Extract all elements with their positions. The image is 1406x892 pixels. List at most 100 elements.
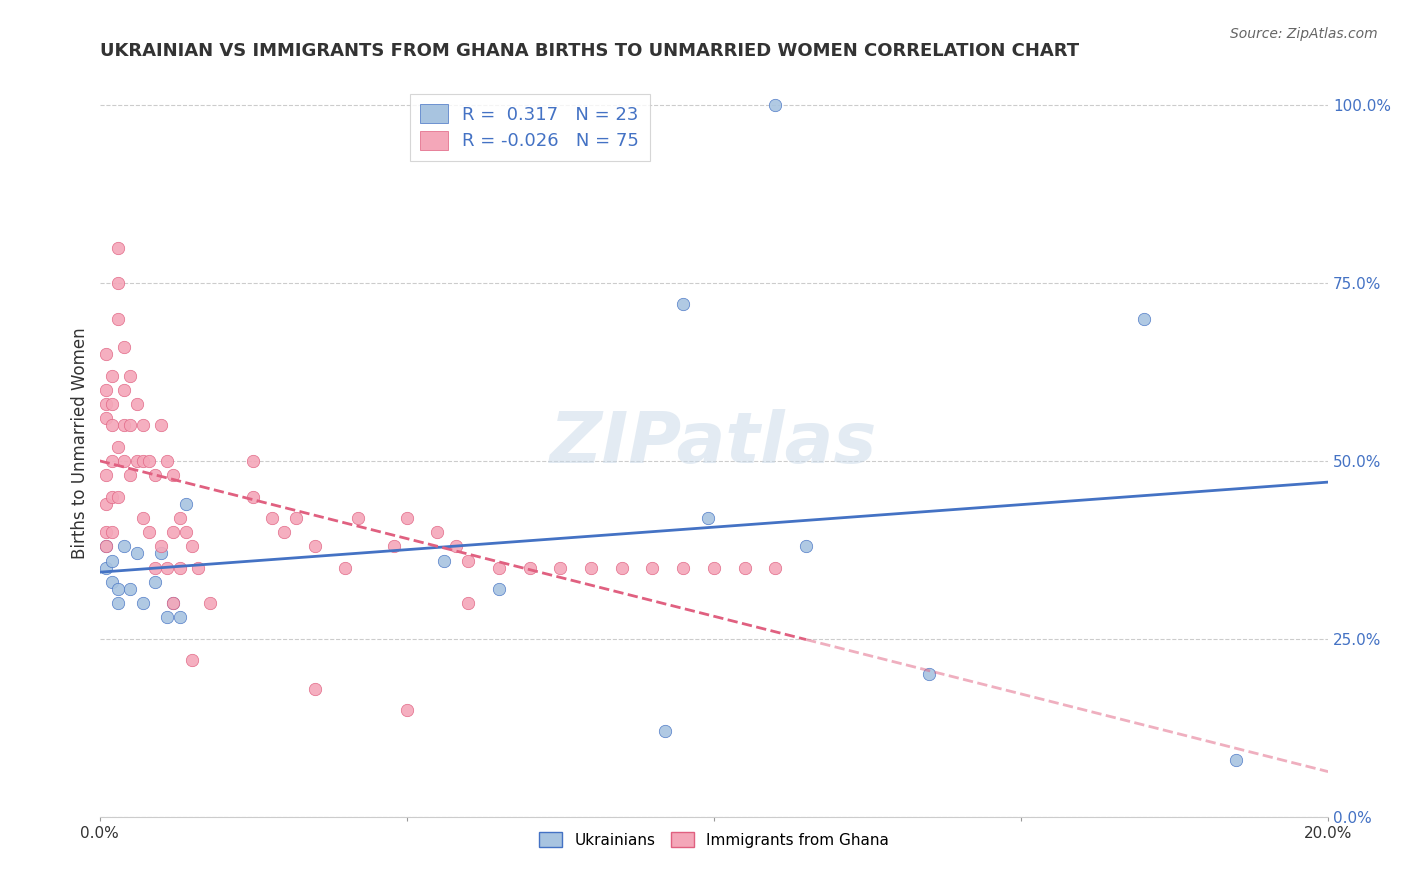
Point bbox=[488, 582, 510, 596]
Point bbox=[94, 539, 117, 553]
Text: ZIPatlas: ZIPatlas bbox=[550, 409, 877, 477]
Point bbox=[703, 560, 725, 574]
Point bbox=[120, 418, 142, 433]
Point bbox=[150, 539, 173, 553]
Point bbox=[457, 596, 479, 610]
Point bbox=[94, 539, 117, 553]
Point bbox=[112, 539, 135, 553]
Point bbox=[180, 539, 202, 553]
Point bbox=[156, 454, 179, 468]
Point bbox=[335, 560, 357, 574]
Point bbox=[101, 418, 124, 433]
Point bbox=[433, 553, 456, 567]
Point bbox=[654, 724, 676, 739]
Point bbox=[200, 596, 222, 610]
Point bbox=[143, 574, 166, 589]
Point bbox=[112, 454, 135, 468]
Point bbox=[131, 596, 153, 610]
Point bbox=[107, 440, 129, 454]
Point bbox=[610, 560, 633, 574]
Point bbox=[519, 560, 541, 574]
Point bbox=[131, 418, 153, 433]
Point bbox=[696, 511, 718, 525]
Point bbox=[395, 511, 418, 525]
Point bbox=[150, 418, 173, 433]
Point bbox=[107, 490, 129, 504]
Point bbox=[162, 596, 184, 610]
Point bbox=[94, 525, 117, 540]
Point bbox=[143, 560, 166, 574]
Y-axis label: Births to Unmarried Women: Births to Unmarried Women bbox=[72, 327, 89, 559]
Point bbox=[94, 411, 117, 425]
Point bbox=[107, 240, 129, 254]
Point bbox=[125, 397, 148, 411]
Point bbox=[395, 703, 418, 717]
Point bbox=[174, 497, 197, 511]
Point bbox=[101, 574, 124, 589]
Point bbox=[162, 468, 184, 483]
Point bbox=[107, 276, 129, 290]
Point bbox=[94, 497, 117, 511]
Point bbox=[488, 560, 510, 574]
Point bbox=[672, 297, 695, 311]
Point bbox=[131, 454, 153, 468]
Point bbox=[260, 511, 283, 525]
Point bbox=[156, 560, 179, 574]
Point bbox=[101, 397, 124, 411]
Point bbox=[174, 525, 197, 540]
Point bbox=[426, 525, 449, 540]
Text: UKRAINIAN VS IMMIGRANTS FROM GHANA BIRTHS TO UNMARRIED WOMEN CORRELATION CHART: UKRAINIAN VS IMMIGRANTS FROM GHANA BIRTH… bbox=[100, 42, 1078, 60]
Point bbox=[131, 511, 153, 525]
Point bbox=[94, 468, 117, 483]
Point bbox=[384, 539, 406, 553]
Point bbox=[763, 98, 786, 112]
Point bbox=[94, 347, 117, 361]
Point bbox=[125, 546, 148, 560]
Point bbox=[107, 596, 129, 610]
Point bbox=[120, 368, 142, 383]
Point bbox=[112, 418, 135, 433]
Point bbox=[162, 525, 184, 540]
Point bbox=[444, 539, 467, 553]
Point bbox=[734, 560, 756, 574]
Point bbox=[763, 560, 786, 574]
Point bbox=[150, 546, 173, 560]
Point bbox=[125, 454, 148, 468]
Point bbox=[112, 383, 135, 397]
Point bbox=[242, 454, 264, 468]
Point bbox=[169, 610, 191, 624]
Point bbox=[138, 454, 160, 468]
Point bbox=[101, 525, 124, 540]
Point bbox=[304, 681, 326, 696]
Point bbox=[138, 525, 160, 540]
Point bbox=[101, 454, 124, 468]
Point bbox=[156, 610, 179, 624]
Point bbox=[107, 582, 129, 596]
Point bbox=[794, 539, 817, 553]
Point bbox=[120, 582, 142, 596]
Point bbox=[457, 553, 479, 567]
Point bbox=[550, 560, 572, 574]
Point bbox=[242, 490, 264, 504]
Point bbox=[187, 560, 209, 574]
Legend: Ukrainians, Immigrants from Ghana: Ukrainians, Immigrants from Ghana bbox=[533, 826, 894, 854]
Point bbox=[101, 553, 124, 567]
Point bbox=[101, 368, 124, 383]
Point bbox=[180, 653, 202, 667]
Point bbox=[120, 468, 142, 483]
Point bbox=[918, 667, 941, 681]
Point bbox=[579, 560, 602, 574]
Point bbox=[101, 490, 124, 504]
Point bbox=[273, 525, 295, 540]
Point bbox=[94, 397, 117, 411]
Point bbox=[162, 596, 184, 610]
Point bbox=[169, 560, 191, 574]
Point bbox=[94, 560, 117, 574]
Point bbox=[346, 511, 368, 525]
Point bbox=[107, 311, 129, 326]
Point bbox=[1133, 311, 1156, 326]
Point bbox=[1225, 753, 1247, 767]
Point bbox=[94, 383, 117, 397]
Point bbox=[641, 560, 664, 574]
Point bbox=[672, 560, 695, 574]
